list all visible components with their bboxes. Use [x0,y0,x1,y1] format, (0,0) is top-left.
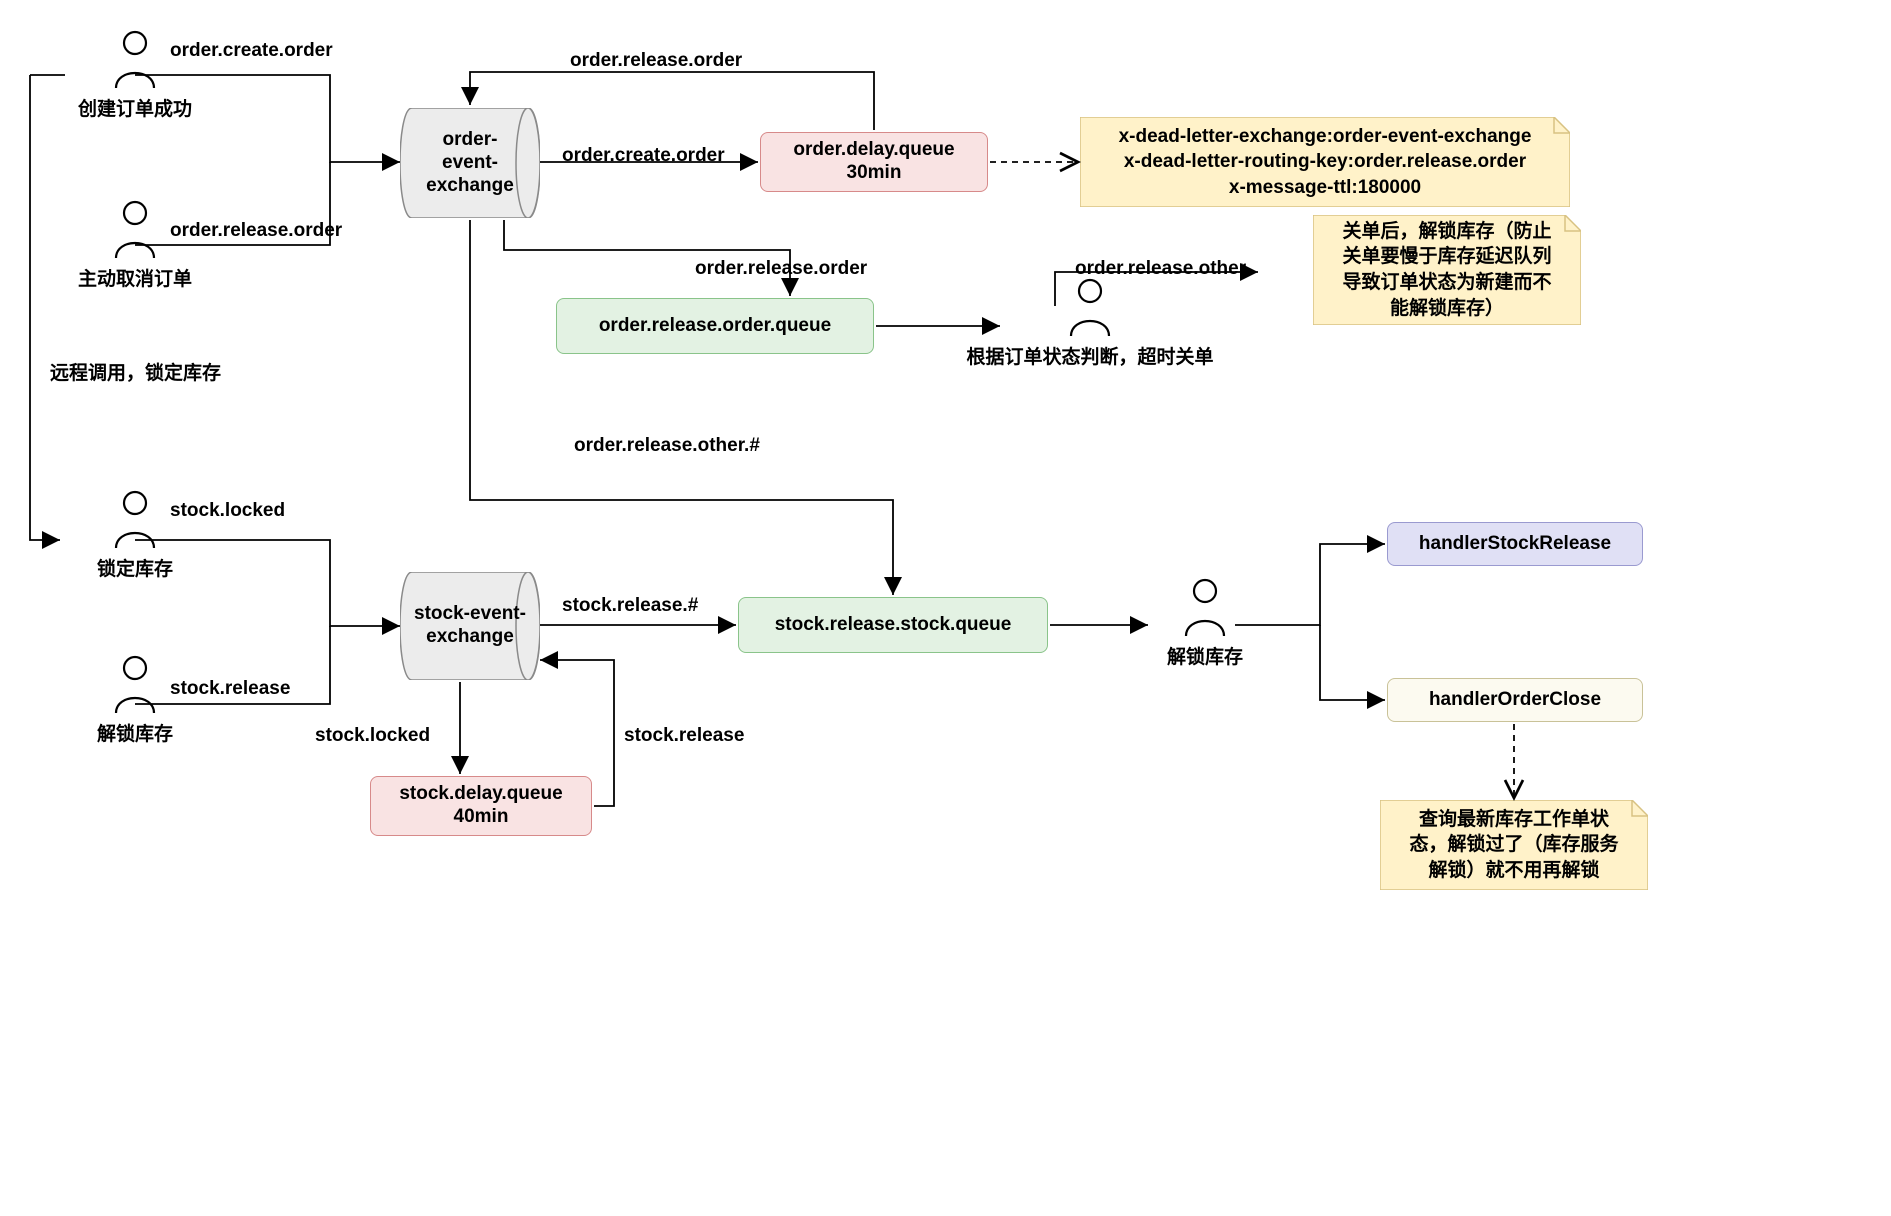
label-stock-locked-1: stock.locked [170,500,285,522]
actor-label: 创建订单成功 [75,94,195,121]
label-order-create-2: order.create.order [562,145,725,167]
note-dlx: x-dead-letter-exchange:order-event-excha… [1080,117,1570,207]
queue-order-delay: order.delay.queue 30min [760,132,988,192]
handler-order-close: handlerOrderClose [1387,678,1643,722]
label-order-release-top: order.release.order [570,50,742,72]
actor-unlock-stock-left: 解锁库存 [75,655,195,746]
exchange-label: stock-event- exchange [414,603,526,649]
exchange-order: order- event- exchange [400,108,540,218]
diagram-canvas: 创建订单成功 主动取消订单 根据订单状态判断，超时关单 锁定库存 解锁库存 解锁… [0,0,1891,1216]
label-order-release-1: order.release.order [170,220,342,242]
label-order-release-other-hash: order.release.other.# [574,435,760,457]
label-stock-release-1: stock.release [170,678,290,700]
note-text: 关单后，解锁库存（防止 关单要慢于库存延迟队列 导致订单状态为新建而不 能解锁库… [1342,219,1551,322]
label-stock-release-2: stock.release [624,725,744,747]
queue-stock-release: stock.release.stock.queue [738,597,1048,653]
note-close-order: 关单后，解锁库存（防止 关单要慢于库存延迟队列 导致订单状态为新建而不 能解锁库… [1313,215,1581,325]
actor-label: 解锁库存 [75,719,195,746]
label-stock-release-hash: stock.release.# [562,595,698,617]
note-query-stock: 查询最新库存工作单状 态，解锁过了（库存服务 解锁）就不用再解锁 [1380,800,1648,890]
actor-label: 解锁库存 [1145,642,1265,669]
actor-label: 主动取消订单 [75,264,195,291]
label-remote-lock: 远程调用，锁定库存 [50,358,221,385]
label-order-release-mid: order.release.order [695,258,867,280]
label-order-release-other: order.release.other [1075,258,1246,280]
note-text: x-dead-letter-exchange:order-event-excha… [1119,124,1532,201]
actor-cancel-order: 主动取消订单 [75,200,195,291]
note-text: 查询最新库存工作单状 态，解锁过了（库存服务 解锁）就不用再解锁 [1409,807,1618,884]
actor-unlock-stock-right: 解锁库存 [1145,578,1265,669]
queue-stock-delay: stock.delay.queue 40min [370,776,592,836]
label-order-create-1: order.create.order [170,40,333,62]
queue-order-release: order.release.order.queue [556,298,874,354]
label-stock-locked-2: stock.locked [315,725,430,747]
actor-label: 锁定库存 [75,554,195,581]
exchange-label: order- event- exchange [426,129,514,197]
actor-judge-order: 根据订单状态判断，超时关单 [960,278,1220,369]
actor-label: 根据订单状态判断，超时关单 [960,342,1220,369]
handler-stock-release: handlerStockRelease [1387,522,1643,566]
exchange-stock: stock-event- exchange [400,572,540,680]
